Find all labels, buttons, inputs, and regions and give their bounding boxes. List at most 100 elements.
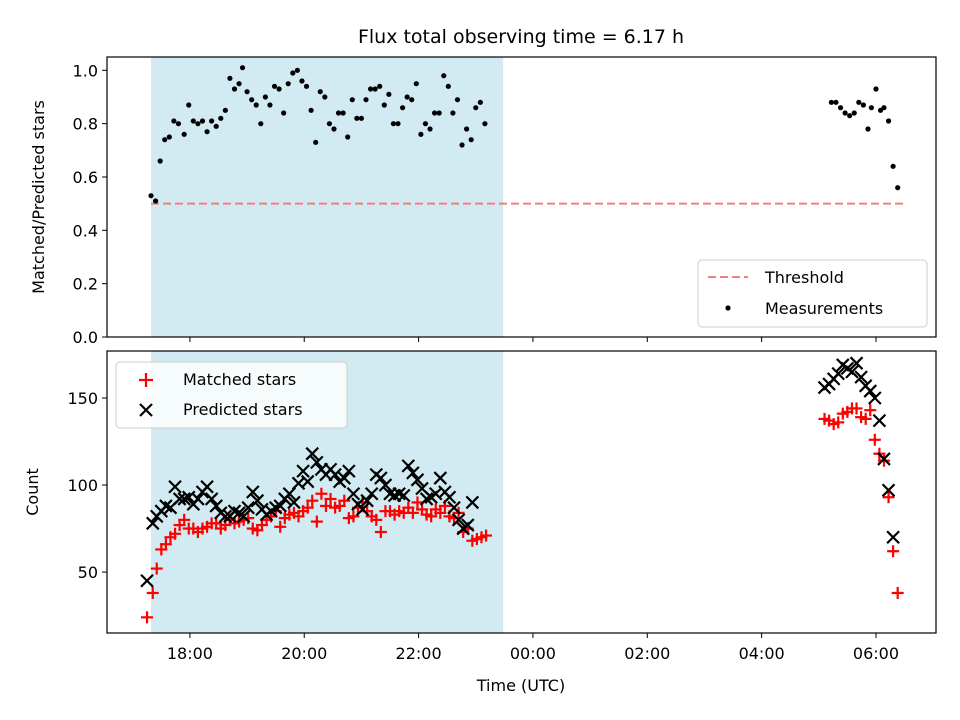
predicted-star-point (204, 492, 219, 506)
measurement-point (239, 65, 246, 71)
predicted-star-point (159, 499, 173, 513)
measurement-point (422, 121, 429, 127)
predicted-star-point (396, 488, 411, 503)
top-legend-box (697, 259, 928, 328)
predicted-star-point (854, 370, 868, 384)
matched-star-point (411, 496, 424, 509)
count-points (140, 356, 904, 624)
legend-measurement-label: Measurements (765, 299, 883, 318)
measurement-point (281, 110, 287, 116)
predicted-star-point (305, 446, 320, 461)
matched-star-point (859, 412, 872, 425)
matched-star-point (850, 402, 863, 415)
x-tick-label: 02:00 (624, 644, 670, 663)
predicted-star-point (849, 356, 864, 370)
measurement-point (190, 118, 196, 124)
predicted-star-point (236, 509, 251, 524)
observing-window-shade (151, 57, 504, 337)
predicted-star-point (877, 452, 891, 466)
predicted-star-point (168, 479, 182, 494)
matched-star-point (370, 513, 383, 526)
top-y-tick-label: 0.0 (73, 328, 98, 347)
measurement-point (195, 121, 201, 127)
x-tick-label: 04:00 (739, 644, 785, 663)
measurement-point (303, 83, 310, 89)
measurement-point (873, 86, 879, 92)
measurement-point (267, 102, 273, 108)
matched-star-point (406, 506, 419, 519)
measurement-point (828, 99, 834, 105)
matched-star-point (141, 611, 154, 624)
matched-star-point (868, 433, 881, 446)
predicted-star-point (392, 486, 406, 501)
predicted-star-point (886, 530, 900, 545)
bottom-x-ticks: 18:00 20:00 22:00 00:00 02:00 04:00 06:00 (167, 633, 899, 663)
measurement-point (377, 83, 383, 89)
measurement-point (175, 121, 182, 127)
measurement-point (331, 126, 337, 132)
measurement-point (181, 131, 187, 137)
matched-star-point (887, 545, 900, 558)
predicted-star-point (191, 492, 205, 506)
predicted-star-point (410, 473, 425, 487)
legend-predicted-swatch (139, 403, 153, 417)
predicted-star-point (868, 391, 882, 405)
bottom-legend: Matched stars Predicted stars (115, 361, 348, 429)
measurement-point (199, 118, 206, 124)
predicted-star-point (360, 493, 374, 508)
measurement-point (322, 94, 328, 100)
x-tick-label: 20:00 (281, 644, 327, 663)
predicted-star-point (406, 466, 420, 480)
ratio-panel: 0.0 0.2 0.4 0.6 0.8 1.0 Matched/Predicted sta… (29, 56, 937, 347)
measurement-point (833, 99, 839, 105)
predicted-star-point (845, 365, 859, 379)
measurement-point (335, 110, 342, 116)
matched-star-point (319, 499, 332, 512)
predicted-star-point (447, 500, 461, 515)
measurement-point (345, 134, 351, 140)
predicted-star-point (401, 459, 416, 473)
measurement-point (276, 86, 282, 92)
predicted-star-point (355, 502, 370, 517)
measurement-point (837, 105, 844, 111)
measurement-point (441, 73, 447, 79)
top-y-tick-label: 0.6 (73, 168, 98, 187)
measurement-point (271, 83, 278, 89)
bottom-y-ticks: 50 100 150 (67, 389, 107, 582)
top-axes-frame (106, 56, 937, 338)
matched-star-point (150, 562, 163, 575)
matched-star-point (306, 494, 319, 507)
measurement-point (231, 86, 238, 92)
measurement-point (354, 115, 360, 121)
measurement-point (454, 97, 461, 103)
measurement-point (340, 110, 346, 116)
matched-star-point (338, 494, 351, 507)
measurement-point (171, 118, 177, 124)
top-x-ticks (189, 337, 877, 342)
bottom-y-tick-label: 150 (67, 389, 98, 408)
measurement-point (326, 121, 333, 127)
bottom-axes-frame (106, 350, 937, 634)
measurement-point (253, 102, 259, 108)
legend-matched-swatch (139, 373, 153, 387)
predicted-star-point (451, 513, 466, 527)
predicted-star-point (273, 499, 288, 513)
measurement-point (299, 78, 305, 84)
measurement-point (413, 81, 419, 87)
matched-star-point (146, 586, 159, 599)
predicted-star-point (250, 493, 265, 508)
predicted-star-point (241, 500, 255, 515)
measurement-points (148, 65, 901, 204)
x-tick-label: 18:00 (167, 644, 213, 663)
measurement-point (308, 107, 314, 113)
measurement-point (464, 126, 470, 132)
measurement-point (395, 121, 401, 127)
predicted-star-point (346, 486, 361, 501)
measurement-point (868, 105, 874, 111)
predicted-star-point (177, 492, 191, 506)
measurement-point (847, 113, 853, 119)
measurement-point (186, 102, 192, 108)
measurement-point (860, 102, 866, 108)
measurement-point (890, 163, 896, 169)
measurement-point (881, 105, 887, 111)
